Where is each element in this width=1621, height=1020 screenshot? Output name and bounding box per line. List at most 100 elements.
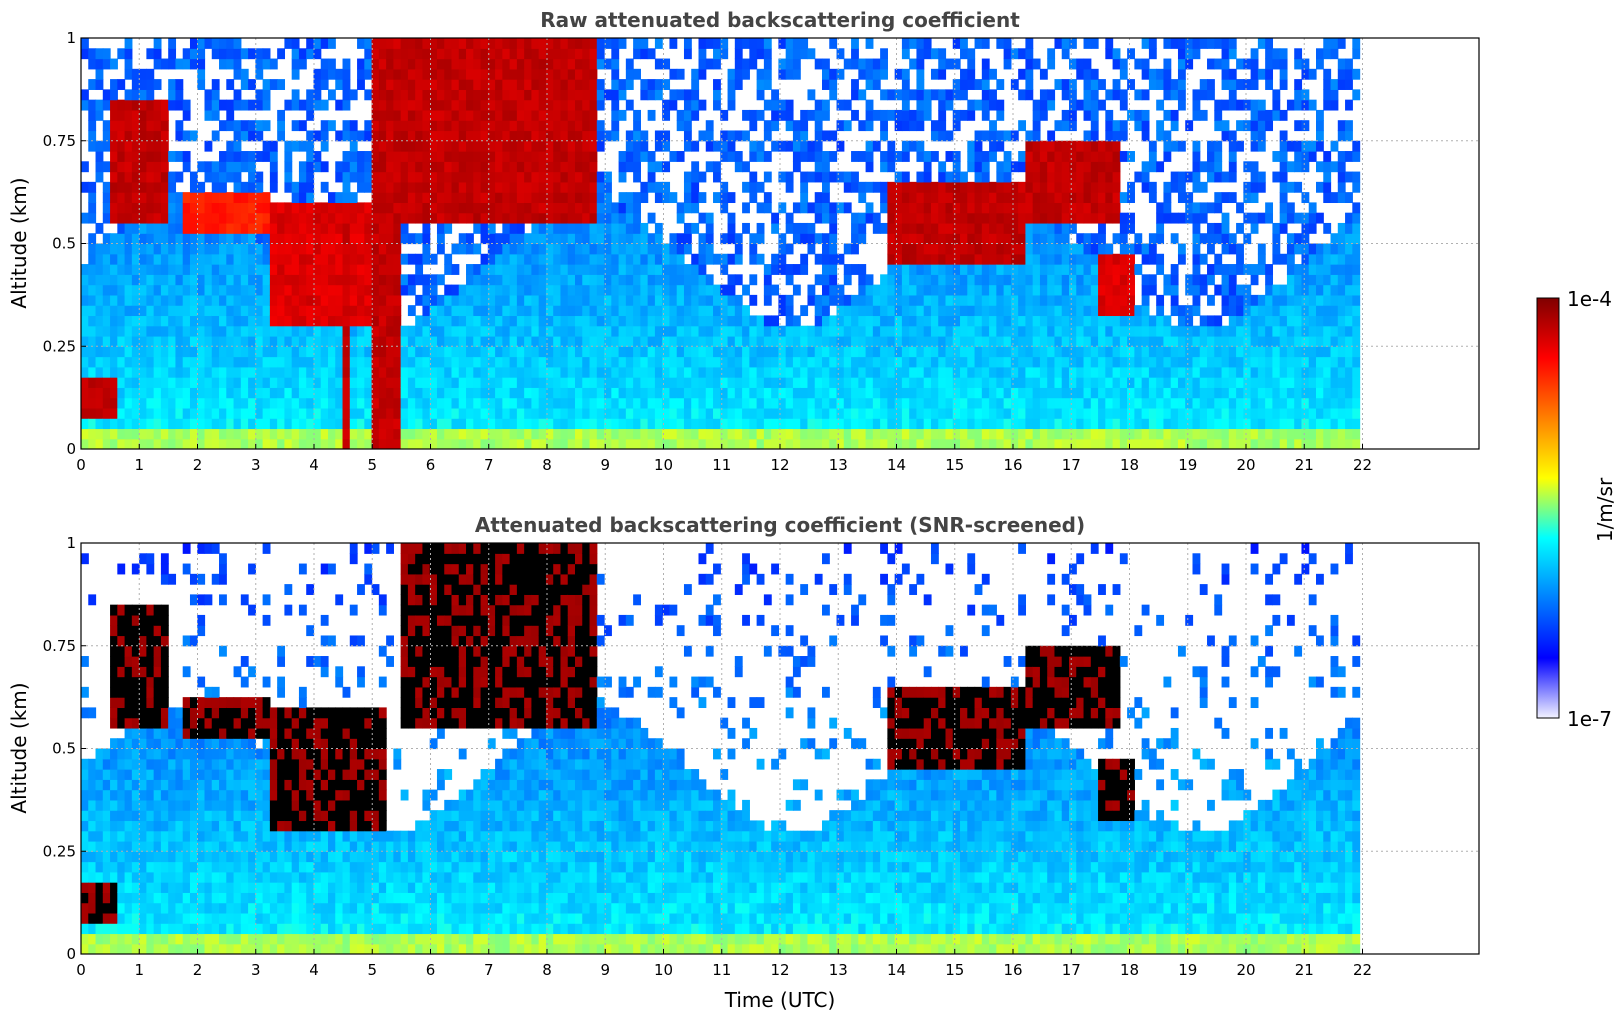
heatmap-cell	[371, 264, 380, 275]
heatmap-cell	[829, 151, 838, 162]
heatmap-cell	[1018, 222, 1027, 234]
heatmap-cell	[582, 171, 591, 183]
heatmap-cell	[800, 377, 809, 388]
heatmap-cell	[480, 181, 489, 193]
heatmap-cell	[124, 253, 133, 265]
heatmap-cell	[146, 89, 155, 101]
heatmap-cell	[734, 48, 743, 60]
heatmap-cell	[916, 243, 925, 255]
heatmap-cell	[102, 428, 111, 440]
heatmap-cell	[1039, 305, 1048, 317]
heatmap-cell	[306, 356, 315, 368]
heatmap-cell	[436, 274, 445, 286]
heatmap-cell	[974, 284, 983, 296]
heatmap-cell	[596, 181, 605, 193]
heatmap-cell	[771, 140, 780, 152]
heatmap-cell	[1141, 181, 1150, 193]
heatmap-cell	[865, 68, 874, 80]
heatmap-cell	[923, 335, 932, 347]
heatmap-cell	[298, 120, 307, 132]
heatmap-cell	[146, 140, 155, 152]
heatmap-cell	[647, 407, 656, 419]
heatmap-cell	[916, 202, 925, 214]
heatmap-cell	[596, 171, 605, 183]
heatmap-cell	[407, 161, 416, 173]
heatmap-cell	[836, 366, 845, 378]
heatmap-cell	[473, 346, 482, 358]
heatmap-cell	[393, 253, 402, 265]
heatmap-cell	[262, 418, 271, 430]
heatmap-cell	[393, 79, 402, 90]
heatmap-cell	[727, 294, 736, 306]
heatmap-cell	[531, 366, 540, 378]
heatmap-cell	[894, 89, 903, 101]
heatmap-cell	[175, 294, 184, 306]
heatmap-cell	[647, 48, 656, 60]
heatmap-cell	[226, 79, 235, 90]
heatmap-cell	[887, 222, 896, 234]
heatmap-cell	[1003, 438, 1012, 449]
heatmap-cell	[1083, 305, 1092, 317]
heatmap-cell	[930, 233, 939, 245]
heatmap-cell	[698, 407, 707, 419]
heatmap-cell	[219, 202, 227, 214]
heatmap-cell	[364, 38, 373, 49]
heatmap-cell	[429, 315, 438, 327]
heatmap-cell	[1032, 109, 1041, 121]
heatmap-cell	[589, 38, 598, 49]
heatmap-cell	[1061, 192, 1070, 204]
heatmap-cell	[836, 305, 845, 317]
heatmap-cell	[625, 284, 634, 296]
heatmap-cell	[451, 68, 460, 80]
heatmap-cell	[248, 171, 256, 183]
heatmap-cell	[1025, 397, 1034, 409]
heatmap-cell	[313, 253, 322, 265]
heatmap-cell	[567, 222, 576, 234]
heatmap-cell	[1163, 79, 1172, 90]
heatmap-cell	[531, 325, 540, 337]
heatmap-cell	[604, 356, 612, 368]
heatmap-cell	[124, 335, 133, 347]
heatmap-cell	[509, 377, 518, 388]
heatmap-cell	[487, 212, 496, 224]
heatmap-cell	[916, 171, 925, 183]
heatmap-cell	[611, 356, 620, 368]
heatmap-cell	[386, 346, 394, 358]
heatmap-cell	[451, 140, 460, 152]
heatmap-cell	[742, 161, 750, 173]
heatmap-cell	[575, 222, 583, 234]
heatmap-cell	[538, 202, 547, 214]
heatmap-cell	[306, 418, 315, 430]
heatmap-cell	[291, 356, 300, 368]
heatmap-cell	[495, 305, 503, 317]
heatmap-cell	[160, 305, 169, 317]
heatmap-cell	[654, 305, 663, 317]
heatmap-cell	[124, 346, 133, 358]
heatmap-cell	[386, 68, 394, 80]
heatmap-cell	[618, 438, 627, 449]
heatmap-cell	[683, 109, 692, 121]
heatmap-cell	[502, 335, 511, 347]
heatmap-cell	[480, 325, 489, 337]
heatmap-cell	[713, 48, 721, 60]
heatmap-cell	[575, 171, 583, 183]
heatmap-cell	[400, 284, 409, 296]
heatmap-cell	[989, 438, 997, 449]
heatmap-cell	[291, 305, 300, 317]
heatmap-cell	[451, 58, 460, 70]
heatmap-cell	[734, 130, 743, 142]
heatmap-cell	[436, 58, 445, 70]
heatmap-cell	[342, 366, 351, 378]
heatmap-cell	[182, 192, 191, 204]
heatmap-cell	[1010, 428, 1019, 440]
heatmap-cell	[662, 407, 671, 419]
heatmap-cell	[81, 294, 89, 306]
heatmap-cell	[1032, 243, 1041, 255]
heatmap-cell	[575, 284, 583, 296]
heatmap-cell	[160, 356, 169, 368]
heatmap-cell	[386, 315, 394, 327]
heatmap-cell	[553, 346, 562, 358]
heatmap-cell	[124, 89, 133, 101]
heatmap-cell	[160, 294, 169, 306]
heatmap-cell	[596, 264, 605, 275]
